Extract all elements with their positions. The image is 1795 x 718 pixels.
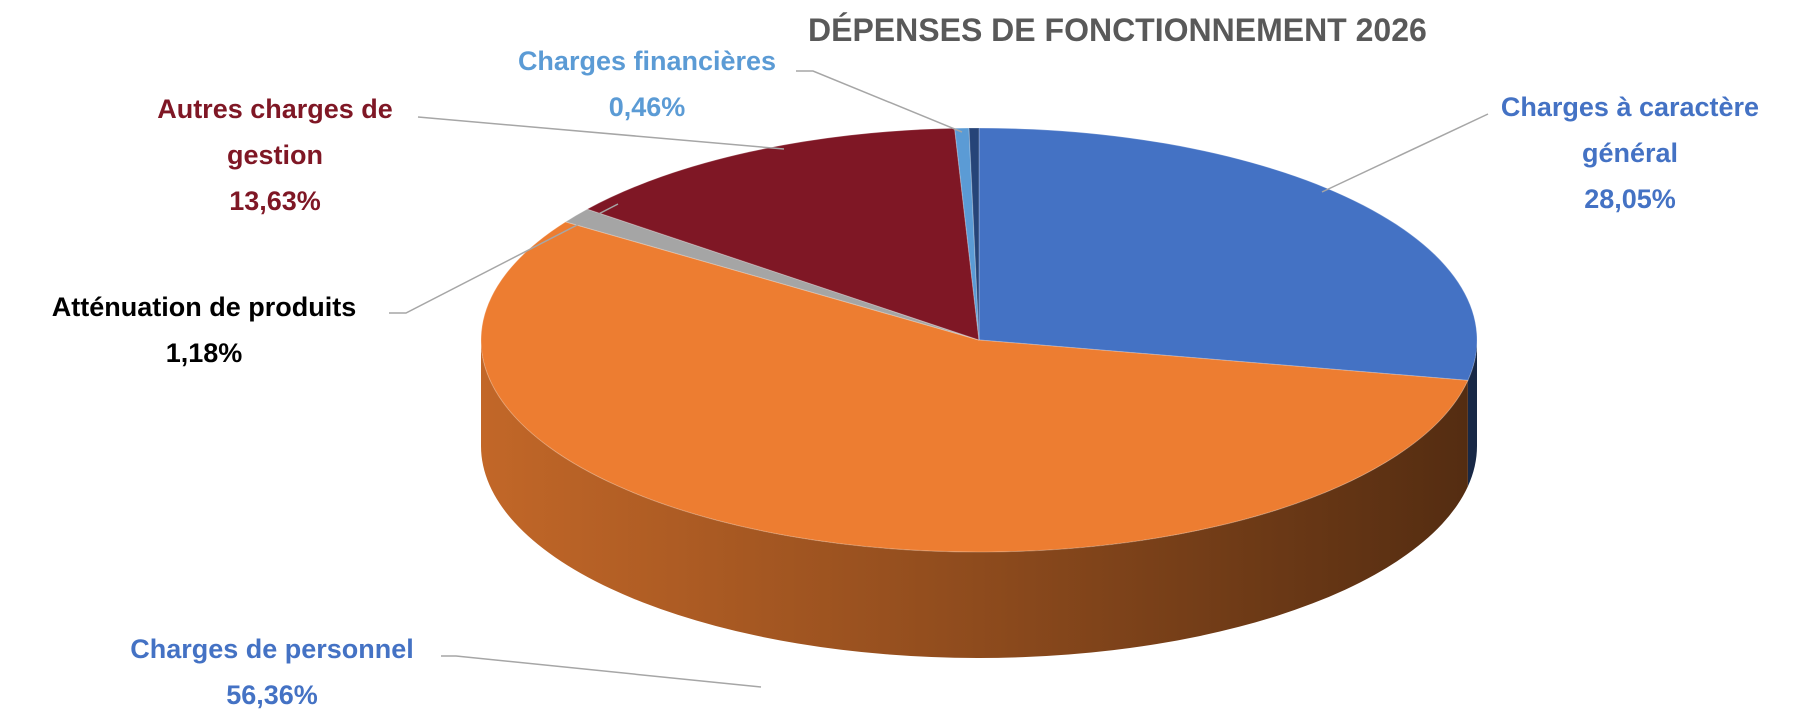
slice-side (1467, 340, 1477, 487)
leader-line (441, 655, 762, 688)
data-label: Charges à caractère général 28,05% (1475, 84, 1785, 222)
leader-line (389, 203, 619, 314)
leader-line (417, 116, 785, 150)
pie (480, 127, 1478, 658)
leader-line (1321, 113, 1489, 193)
slice-side (481, 340, 1468, 658)
slice (564, 208, 980, 341)
slice (480, 221, 1469, 553)
data-label: Charges de personnel 56,36% (62, 626, 482, 718)
leader-line (796, 70, 963, 133)
data-label: Atténuation de produits 1,18% (0, 284, 424, 376)
value-label: 1,18% (165, 338, 243, 368)
data-label: Autres charges de gestion 13,63% (115, 86, 435, 224)
category-label: Atténuation de produits (51, 292, 357, 322)
slice (978, 127, 1478, 381)
category-label: Charges financières (517, 46, 777, 76)
category-label: Charges de personnel (130, 634, 414, 664)
value-label: 13,63% (229, 186, 321, 216)
slice (585, 127, 980, 341)
value-label: 28,05% (1584, 184, 1676, 214)
chart-title: DÉPENSES DE FONCTIONNEMENT 2026 (808, 12, 1427, 48)
value-label: 0,46% (608, 92, 686, 122)
category-label: Autres charges de gestion (157, 94, 393, 170)
slice (968, 127, 980, 341)
data-label: Charges financières 0,46% (477, 38, 817, 130)
leader-lines (389, 70, 1489, 688)
category-label: Charges à caractère général (1500, 92, 1760, 168)
value-label: 56,36% (226, 680, 318, 710)
